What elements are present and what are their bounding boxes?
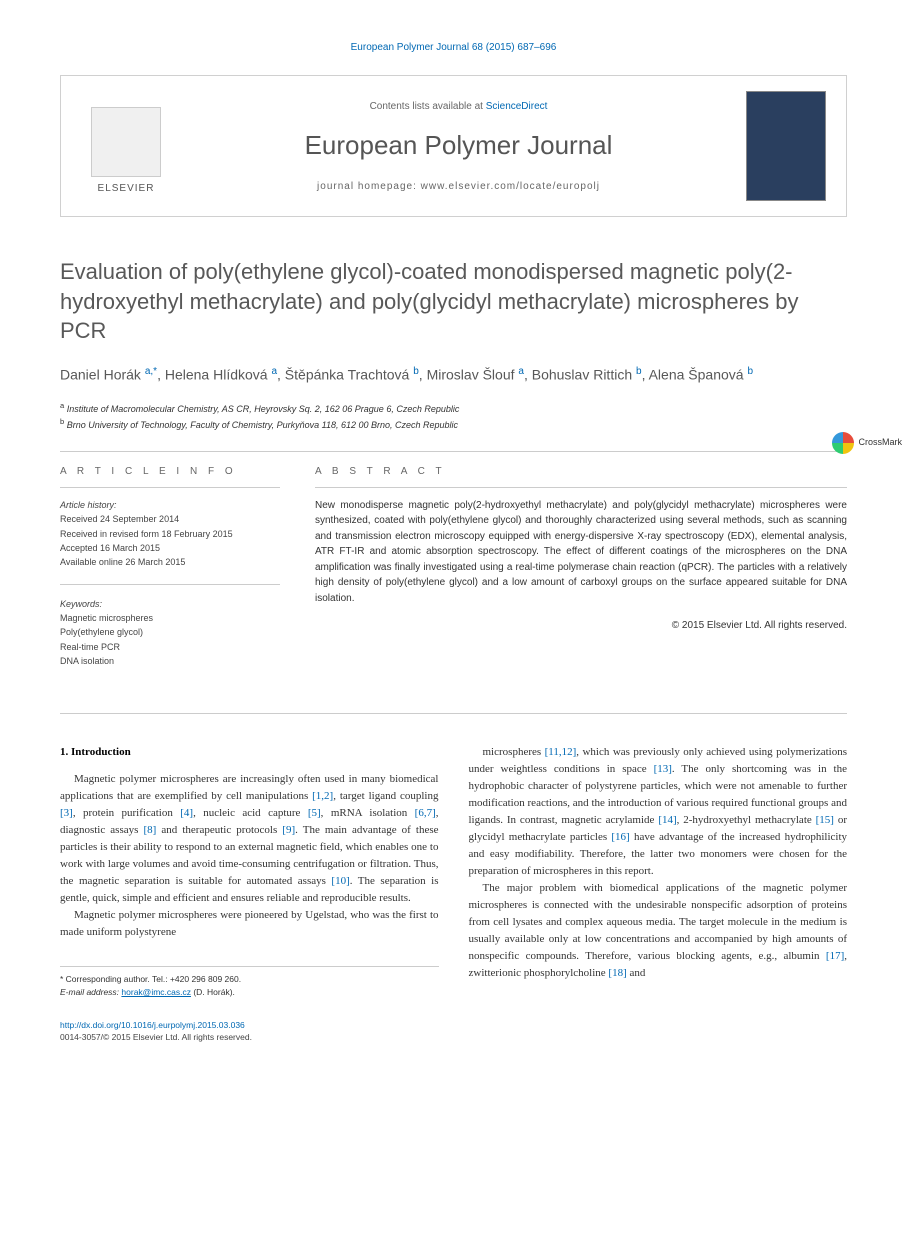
article-title: Evaluation of poly(ethylene glycol)-coat… (60, 257, 847, 346)
contents-prefix: Contents lists available at (370, 101, 486, 112)
keyword: Magnetic microspheres (60, 611, 280, 625)
homepage-line: journal homepage: www.elsevier.com/locat… (171, 179, 746, 194)
crossmark-badge[interactable]: CrossMark (832, 432, 902, 454)
keywords-block: Keywords: Magnetic microspheresPoly(ethy… (60, 597, 280, 669)
history-title: Article history: (60, 498, 280, 512)
abstract-text: New monodisperse magnetic poly(2-hydroxy… (315, 498, 847, 607)
history-line: Received in revised form 18 February 201… (60, 527, 280, 541)
corr-email-line: E-mail address: horak@imc.cas.cz (D. Hor… (60, 986, 439, 999)
affiliations: a Institute of Macromolecular Chemistry,… (60, 400, 847, 433)
citation-line: European Polymer Journal 68 (2015) 687–6… (60, 40, 847, 55)
email-suffix: (D. Horák). (191, 987, 235, 997)
divider-lower (60, 713, 847, 714)
article-info-block: A R T I C L E I N F O Article history: R… (60, 464, 280, 683)
section-1-heading: 1. Introduction (60, 744, 439, 761)
body-para-2: Magnetic polymer microspheres were pione… (60, 907, 439, 941)
divider (60, 451, 847, 452)
affiliation-a: a Institute of Macromolecular Chemistry,… (60, 400, 847, 417)
homepage-url[interactable]: www.elsevier.com/locate/europolj (421, 181, 600, 192)
body-para-4: The major problem with biomedical applic… (469, 880, 848, 982)
banner-center: Contents lists available at ScienceDirec… (171, 99, 746, 194)
history-line: Received 24 September 2014 (60, 512, 280, 526)
publisher-name: ELSEVIER (98, 181, 155, 196)
history-line: Available online 26 March 2015 (60, 555, 280, 569)
corresponding-author-footnote: * Corresponding author. Tel.: +420 296 8… (60, 966, 439, 999)
affiliation-b: b Brno University of Technology, Faculty… (60, 416, 847, 433)
publisher-logo-block: ELSEVIER (81, 96, 171, 196)
page-footer: http://dx.doi.org/10.1016/j.eurpolymj.20… (60, 1019, 847, 1045)
keyword: Poly(ethylene glycol) (60, 625, 280, 639)
corr-email-link[interactable]: horak@imc.cas.cz (121, 987, 191, 997)
issn-copyright: 0014-3057/© 2015 Elsevier Ltd. All right… (60, 1031, 847, 1044)
body-para-1: Magnetic polymer microspheres are increa… (60, 771, 439, 907)
journal-name: European Polymer Journal (171, 126, 746, 165)
keyword: DNA isolation (60, 654, 280, 668)
article-history: Article history: Received 24 September 2… (60, 498, 280, 570)
crossmark-icon (832, 432, 854, 454)
article-info-heading: A R T I C L E I N F O (60, 464, 280, 488)
body-para-3: microspheres [11,12], which was previous… (469, 744, 848, 880)
corr-author-line: * Corresponding author. Tel.: +420 296 8… (60, 973, 439, 986)
doi-link[interactable]: http://dx.doi.org/10.1016/j.eurpolymj.20… (60, 1019, 847, 1032)
homepage-prefix: journal homepage: (317, 181, 421, 192)
email-label: E-mail address: (60, 987, 121, 997)
sciencedirect-link[interactable]: ScienceDirect (486, 101, 548, 112)
crossmark-label: CrossMark (858, 436, 902, 450)
authors-line: Daniel Horák a,*, Helena Hlídková a, Ště… (60, 364, 847, 386)
history-line: Accepted 16 March 2015 (60, 541, 280, 555)
body-text: 1. Introduction Magnetic polymer microsp… (60, 744, 847, 999)
keywords-title: Keywords: (60, 597, 280, 611)
info-divider (60, 584, 280, 585)
abstract-heading: A B S T R A C T (315, 464, 847, 488)
abstract-copyright: © 2015 Elsevier Ltd. All rights reserved… (315, 618, 847, 633)
journal-banner: ELSEVIER Contents lists available at Sci… (60, 75, 847, 217)
contents-available-line: Contents lists available at ScienceDirec… (171, 99, 746, 114)
journal-cover-thumbnail (746, 91, 826, 201)
elsevier-tree-icon (91, 107, 161, 177)
info-abstract-row: A R T I C L E I N F O Article history: R… (60, 464, 847, 683)
abstract-block: A B S T R A C T New monodisperse magneti… (315, 464, 847, 683)
keyword: Real-time PCR (60, 640, 280, 654)
